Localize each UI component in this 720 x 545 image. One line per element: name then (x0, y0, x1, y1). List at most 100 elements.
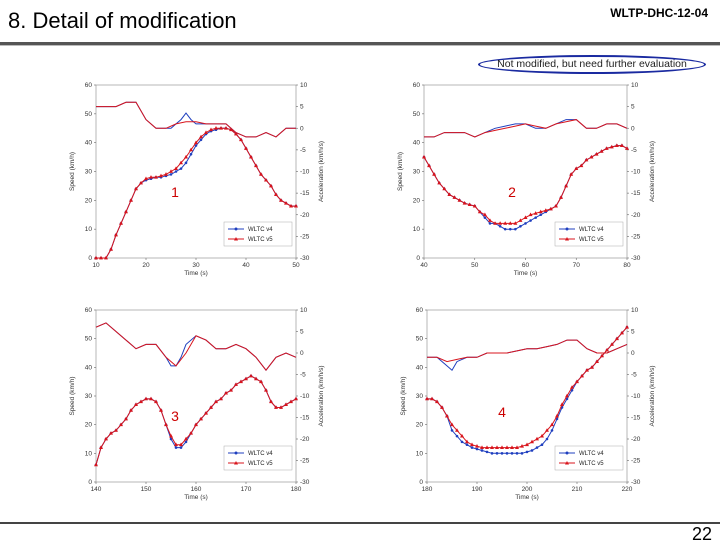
point-v5 (584, 157, 589, 162)
page-number: 22 (691, 524, 712, 544)
point-v5 (523, 215, 528, 220)
point-v5 (460, 433, 464, 438)
y2-tick-label: -30 (631, 479, 641, 486)
point-v5 (269, 399, 273, 404)
point-v5 (548, 206, 553, 211)
point-v5 (579, 163, 584, 168)
point-v5 (214, 399, 218, 404)
point-v5 (144, 176, 148, 181)
point-v4 (488, 222, 492, 225)
y-tick-label: 20 (85, 422, 93, 429)
point-v5 (594, 152, 599, 156)
y2-tick-label: 10 (631, 307, 639, 314)
y2-tick-label: 0 (631, 350, 635, 357)
point-v5 (560, 402, 564, 406)
y-tick-label: 0 (419, 479, 423, 486)
point-v5 (475, 443, 479, 448)
point-v5 (625, 146, 629, 150)
point-v5 (204, 130, 208, 134)
y2-axis-label: Acceleration (km/h/s) (318, 141, 325, 202)
y-tick-label: 20 (416, 422, 424, 429)
y-tick-label: 50 (85, 336, 93, 343)
header-divider (0, 42, 720, 45)
y2-tick-label: 5 (300, 104, 304, 111)
series-wltc-v5-speed (423, 145, 628, 224)
legend-marker-v4 (565, 451, 569, 455)
point-v5 (209, 127, 213, 132)
point-v5 (224, 390, 228, 395)
point-v5 (465, 439, 469, 444)
y-tick-label: 60 (413, 82, 421, 89)
point-v4 (555, 417, 559, 421)
point-v4 (179, 446, 183, 449)
point-v5 (114, 232, 118, 237)
point-v5 (609, 144, 614, 149)
point-v5 (169, 169, 173, 173)
point-v4 (184, 161, 188, 165)
point-v5 (144, 396, 148, 401)
legend-label-v4: WLTC v4 (579, 451, 604, 457)
y2-tick-label: -30 (300, 255, 310, 262)
point-v5 (472, 203, 477, 208)
series-wltc-v5-accel (427, 339, 628, 363)
y2-tick-label: -5 (300, 372, 306, 379)
y-tick-label: 30 (416, 393, 424, 400)
point-v4 (530, 449, 534, 452)
point-v4 (540, 443, 544, 447)
point-v4 (485, 450, 489, 454)
x-tick-label: 190 (472, 486, 483, 493)
y2-tick-label: -15 (300, 190, 310, 197)
point-v5 (284, 402, 288, 406)
point-v5 (94, 462, 98, 467)
x-tick-label: 60 (522, 262, 530, 269)
point-v5 (134, 402, 138, 406)
point-v5 (550, 422, 554, 427)
point-v5 (505, 445, 509, 449)
legend-marker-v5 (565, 461, 569, 465)
footer-divider (0, 522, 720, 524)
point-v5 (159, 173, 163, 178)
point-v5 (455, 428, 459, 432)
x-tick-label: 170 (241, 486, 252, 493)
y2-tick-label: 10 (300, 82, 308, 89)
y-tick-label: 20 (85, 197, 93, 204)
point-v5 (482, 212, 487, 217)
point-v5 (254, 376, 258, 381)
point-v4 (534, 216, 537, 219)
point-v5 (189, 431, 193, 435)
legend-marker-v5 (234, 237, 238, 241)
point-v4 (515, 452, 519, 455)
point-v5 (139, 180, 143, 185)
chart-4: 0 10 20 30 40 50 60 -30 -25 -20 -15 -10 -5 0 5 10 180 190… (400, 307, 656, 501)
evaluation-note: Not modified, but need further evaluatio… (478, 55, 706, 74)
point-v5 (510, 445, 514, 449)
point-v5 (214, 126, 218, 130)
x-tick-label: 180 (291, 486, 302, 493)
point-v5 (480, 445, 484, 449)
point-v4 (465, 443, 469, 447)
y2-tick-label: 5 (300, 329, 304, 336)
x-tick-label: 200 (522, 486, 533, 493)
point-v4 (174, 170, 178, 173)
y-tick-label: 60 (416, 307, 424, 314)
point-v5 (440, 405, 444, 409)
point-v4 (490, 452, 494, 455)
point-v4 (480, 449, 484, 452)
point-v4 (545, 437, 549, 441)
y2-tick-label: -15 (300, 415, 310, 422)
point-v5 (239, 137, 243, 142)
point-v5 (164, 422, 168, 427)
point-v5 (194, 140, 198, 145)
point-v5 (244, 376, 248, 381)
point-v5 (430, 396, 434, 401)
point-v4 (460, 440, 464, 444)
point-v4 (470, 446, 474, 449)
point-v5 (432, 172, 437, 176)
point-v5 (104, 436, 108, 441)
point-v5 (595, 359, 599, 363)
y2-tick-label: 0 (631, 125, 635, 132)
point-v5 (452, 195, 457, 199)
point-v5 (442, 186, 447, 191)
x-axis-label: Time (s) (184, 494, 208, 501)
